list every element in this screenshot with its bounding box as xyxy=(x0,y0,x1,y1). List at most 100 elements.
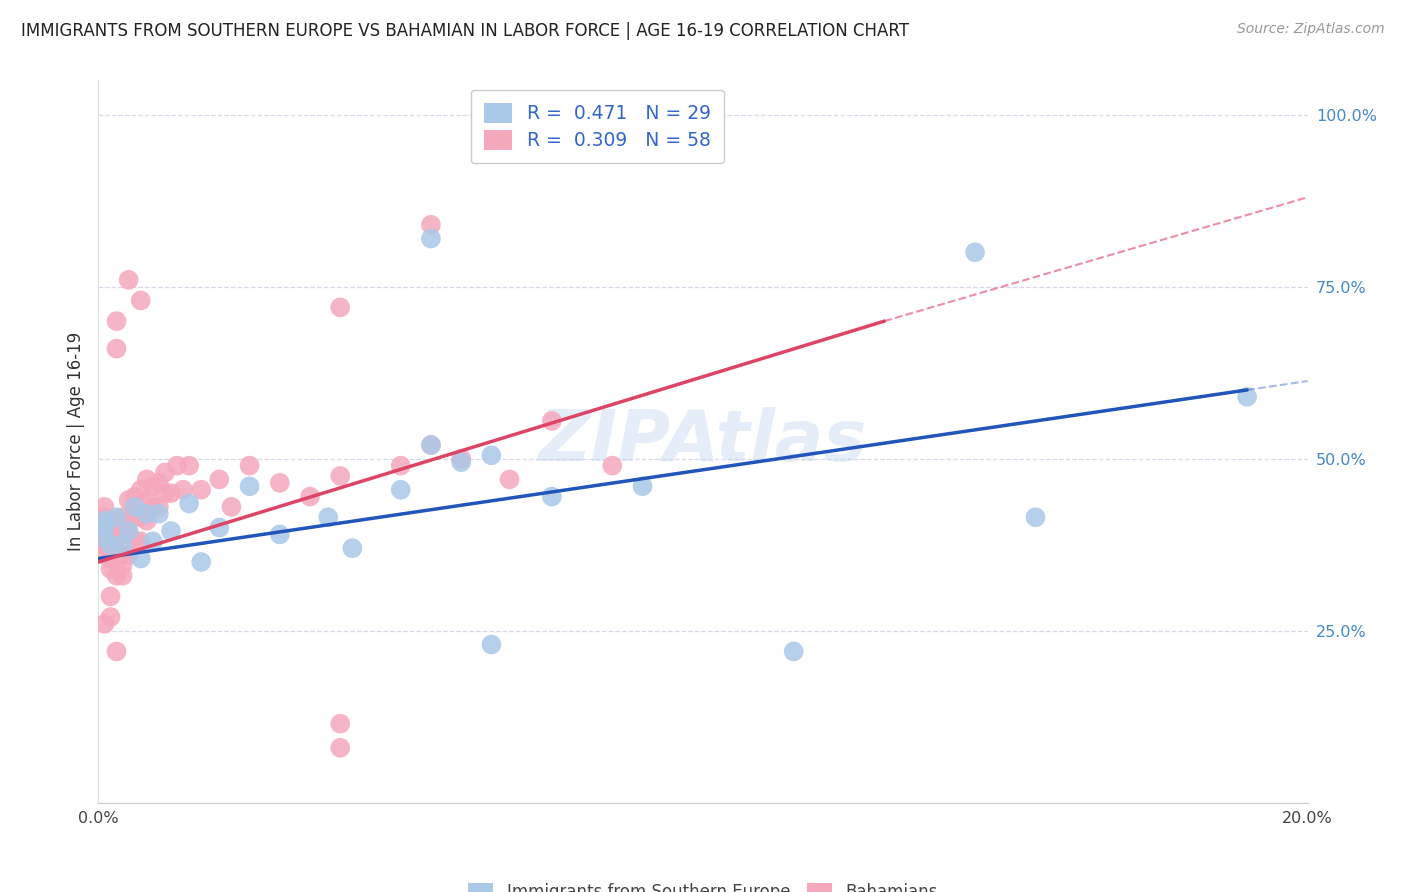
Text: ZIPAtlas: ZIPAtlas xyxy=(538,407,868,476)
Point xyxy=(342,541,364,556)
Point xyxy=(135,507,157,521)
Point xyxy=(93,520,115,534)
Point xyxy=(450,455,472,469)
Point xyxy=(269,475,291,490)
Point xyxy=(111,568,134,582)
Point xyxy=(135,472,157,486)
Point xyxy=(105,555,128,569)
Point xyxy=(105,568,128,582)
Point xyxy=(105,342,128,356)
Point xyxy=(93,524,115,538)
Point xyxy=(631,479,654,493)
Point xyxy=(498,472,520,486)
Point xyxy=(269,527,291,541)
Point xyxy=(118,514,141,528)
Point xyxy=(783,644,806,658)
Text: IMMIGRANTS FROM SOUTHERN EUROPE VS BAHAMIAN IN LABOR FORCE | AGE 16-19 CORRELATI: IMMIGRANTS FROM SOUTHERN EUROPE VS BAHAM… xyxy=(21,22,910,40)
Point xyxy=(111,510,134,524)
Point xyxy=(111,548,134,562)
Point xyxy=(111,558,134,573)
Point xyxy=(100,538,122,552)
Point xyxy=(420,218,443,232)
Point xyxy=(420,438,443,452)
Point xyxy=(481,448,503,462)
Point xyxy=(124,507,146,521)
Point xyxy=(93,517,115,532)
Point xyxy=(118,548,141,562)
Point xyxy=(111,527,134,541)
Point xyxy=(1024,510,1046,524)
Point xyxy=(208,472,231,486)
Point xyxy=(93,531,115,545)
Point xyxy=(153,466,176,480)
Text: Source: ZipAtlas.com: Source: ZipAtlas.com xyxy=(1237,22,1385,37)
Point xyxy=(93,500,115,514)
Point xyxy=(129,483,152,497)
Y-axis label: In Labor Force | Age 16-19: In Labor Force | Age 16-19 xyxy=(66,332,84,551)
Point xyxy=(105,314,128,328)
Point xyxy=(221,500,243,514)
Legend: Immigrants from Southern Europe, Bahamians: Immigrants from Southern Europe, Bahamia… xyxy=(461,876,945,892)
Point xyxy=(540,414,562,428)
Point xyxy=(316,510,339,524)
Point xyxy=(129,293,152,308)
Point xyxy=(190,555,212,569)
Point xyxy=(105,644,128,658)
Point xyxy=(118,273,141,287)
Point xyxy=(420,438,443,452)
Point xyxy=(239,458,262,473)
Point xyxy=(160,486,183,500)
Point xyxy=(299,490,322,504)
Point xyxy=(93,538,115,552)
Point xyxy=(93,531,115,545)
Point xyxy=(208,520,231,534)
Point xyxy=(389,458,412,473)
Point xyxy=(100,524,122,538)
Point xyxy=(93,616,115,631)
Point xyxy=(93,510,115,524)
Point xyxy=(329,740,352,755)
Point xyxy=(93,548,115,562)
Point xyxy=(160,524,183,538)
Point xyxy=(153,486,176,500)
Point xyxy=(965,245,987,260)
Point xyxy=(111,538,134,552)
Point xyxy=(124,500,146,514)
Point xyxy=(100,551,122,566)
Point xyxy=(172,483,194,497)
Point xyxy=(100,544,122,558)
Point xyxy=(129,534,152,549)
Point xyxy=(239,479,262,493)
Point xyxy=(100,610,122,624)
Point xyxy=(105,544,128,558)
Point xyxy=(100,538,122,552)
Point xyxy=(135,493,157,508)
Point xyxy=(135,514,157,528)
Point xyxy=(105,527,128,541)
Point xyxy=(329,301,352,315)
Point xyxy=(450,451,472,466)
Point xyxy=(179,458,201,473)
Point xyxy=(118,493,141,508)
Point xyxy=(142,479,165,493)
Point xyxy=(142,534,165,549)
Point xyxy=(105,510,128,524)
Point xyxy=(602,458,624,473)
Point xyxy=(118,524,141,538)
Point xyxy=(100,562,122,576)
Point xyxy=(142,500,165,514)
Point xyxy=(93,514,115,528)
Point xyxy=(179,496,201,510)
Point xyxy=(389,483,412,497)
Point xyxy=(124,490,146,504)
Point xyxy=(100,514,122,528)
Point xyxy=(329,469,352,483)
Point xyxy=(148,475,170,490)
Point xyxy=(124,534,146,549)
Point xyxy=(1236,390,1258,404)
Point xyxy=(100,590,122,604)
Point xyxy=(420,231,443,245)
Point xyxy=(148,507,170,521)
Point xyxy=(329,716,352,731)
Point xyxy=(190,483,212,497)
